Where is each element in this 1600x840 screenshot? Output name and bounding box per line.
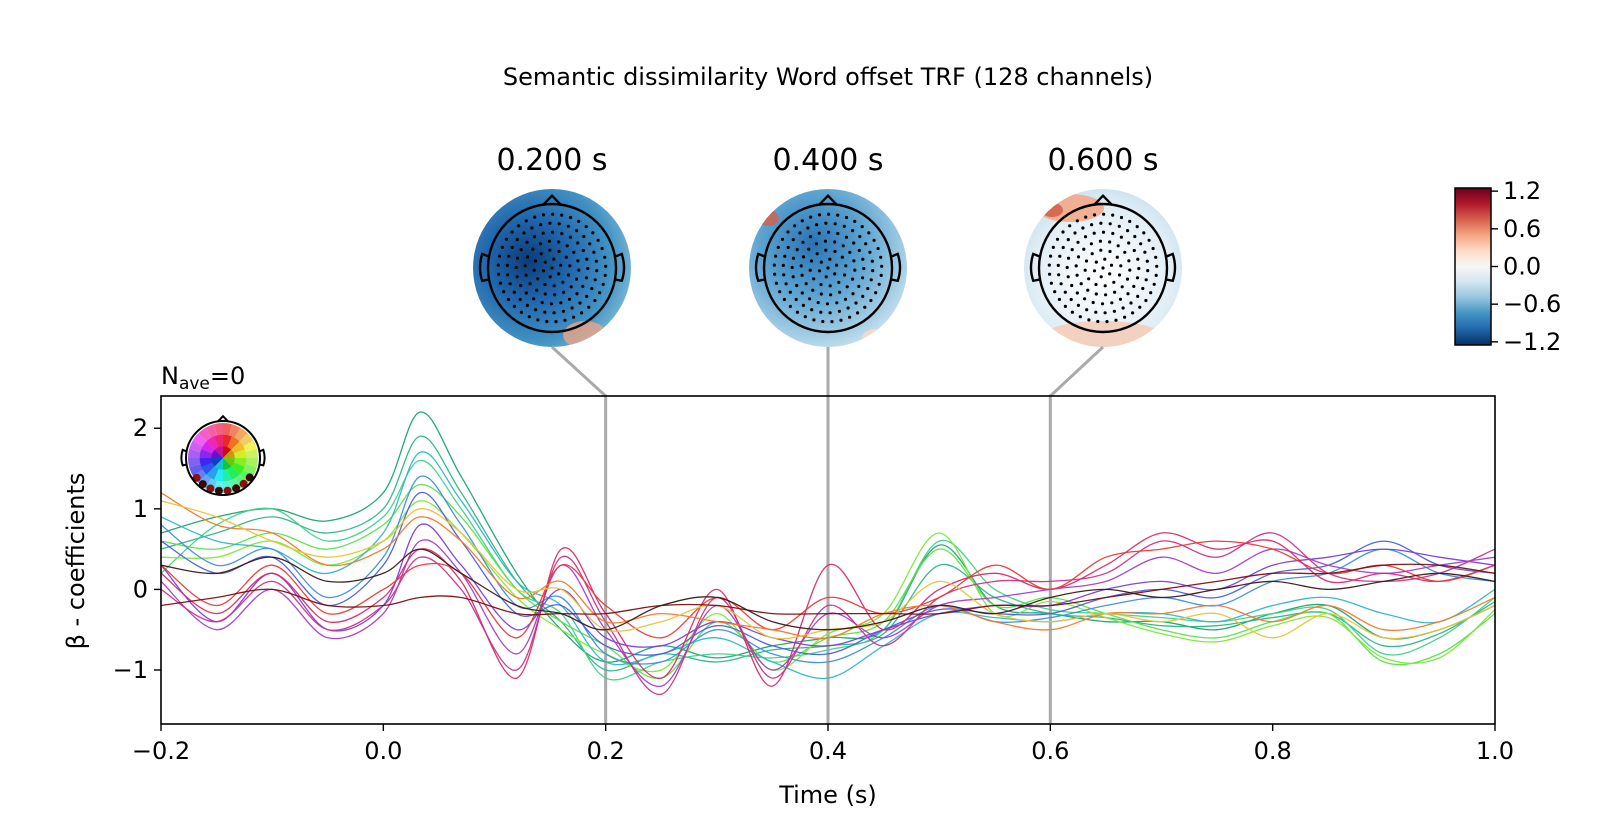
x-tick-label: 0.6 <box>1031 737 1069 765</box>
colorbar-tick-label: 1.2 <box>1503 177 1541 205</box>
nave-subscript: ave <box>179 374 210 394</box>
sensor-color-legend <box>180 414 266 496</box>
sensor-dots <box>772 212 884 324</box>
x-tick-label: −0.2 <box>132 737 190 765</box>
channel-trace <box>161 532 1495 687</box>
time-marker-line <box>1048 345 1105 724</box>
x-tick-label: 1.0 <box>1476 737 1514 765</box>
channel-trace <box>161 475 1495 665</box>
colorbar-gradient <box>1454 187 1492 346</box>
channel-trace <box>161 492 1495 639</box>
topomap-positive-region <box>757 210 779 226</box>
x-tick-label: 0.4 <box>809 737 847 765</box>
head-outline <box>1029 193 1177 334</box>
channel-trace <box>161 483 1495 680</box>
head-outline <box>478 193 626 334</box>
nave-base: N <box>161 362 179 390</box>
butterfly-plot: −0.2 0.0 0.2 0.4 0.6 0.8 1.0 −1 0 1 2 Time (s) β … <box>62 362 1514 809</box>
topomap-time-label: 0.400 s <box>772 143 883 178</box>
head-outline <box>754 193 902 334</box>
topomap-positive-region <box>1036 194 1104 222</box>
channel-trace <box>161 500 1495 640</box>
y-tick-label: 1 <box>133 495 148 523</box>
topomap-positive-region <box>862 329 890 347</box>
channel-trace <box>161 500 1495 673</box>
nave-label: Nave=0 <box>161 362 245 394</box>
channel-trace <box>161 411 1495 663</box>
x-axis-label: Time (s) <box>778 781 877 809</box>
channel-trace <box>161 532 1495 695</box>
sensor-dots <box>496 212 608 324</box>
y-tick-label: 0 <box>133 575 148 603</box>
topomap-time-label: 0.600 s <box>1047 143 1158 178</box>
time-marker-line <box>550 345 608 724</box>
channel-trace <box>161 548 1495 631</box>
topomap-time-label: 0.200 s <box>496 143 607 178</box>
y-tick-label: −1 <box>113 656 148 684</box>
colorbar-tick-label: 0.6 <box>1503 215 1541 243</box>
topomap-positive-region <box>1041 203 1063 217</box>
colorbar: 1.2 0.6 0.0 −0.6 −1.2 <box>1454 177 1561 356</box>
channel-trace <box>161 539 1495 687</box>
y-tick-label: 2 <box>133 414 148 442</box>
channel-trace <box>161 435 1495 672</box>
x-tick-label: 0.8 <box>1254 737 1292 765</box>
topomap-1: 0.400 s <box>749 143 907 347</box>
colorbar-tick-label: 0.0 <box>1503 253 1541 281</box>
topomap-positive-region <box>1033 321 1173 347</box>
topomap-0: 0.200 s <box>473 143 631 347</box>
channel-trace <box>161 523 1495 648</box>
y-axis-label: β - coefficients <box>62 473 90 650</box>
sensor-dots <box>1047 212 1159 324</box>
channel-trace <box>161 563 1495 616</box>
channel-trace <box>161 491 1495 656</box>
x-tick-label: 0.2 <box>587 737 625 765</box>
legend-head-outline <box>180 414 266 496</box>
topomap-2: 0.600 s <box>1024 143 1182 347</box>
colorbar-tick-label: −0.6 <box>1503 290 1561 318</box>
nave-suffix: =0 <box>210 362 245 390</box>
topomap-positive-region <box>563 321 607 347</box>
colorbar-tick-label: −1.2 <box>1503 328 1561 356</box>
figure-title: Semantic dissimilarity Word offset TRF (… <box>503 63 1153 91</box>
x-tick-label: 0.0 <box>364 737 402 765</box>
